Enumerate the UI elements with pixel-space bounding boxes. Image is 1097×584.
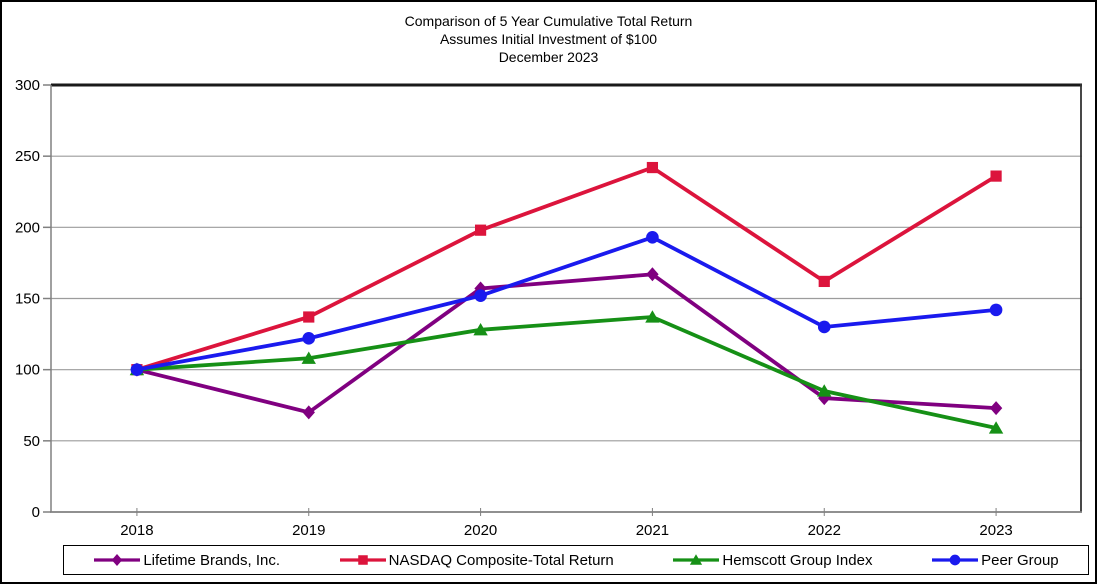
triangle-marker (473, 323, 488, 336)
triangle-marker (645, 310, 660, 323)
y-tick-label-0: 0 (32, 504, 40, 521)
legend-label-nasdaq-composite-total-return: NASDAQ Composite-Total Return (388, 551, 614, 569)
series-lifetime-brands-inc (130, 267, 1003, 420)
legend-item-peer-group: Peer Group (931, 552, 1059, 569)
chart-title-block: Comparison of 5 Year Cumulative Total Re… (2, 12, 1095, 66)
legend-item-nasdaq-composite-total-return: NASDAQ Composite-Total Return (339, 552, 614, 569)
circle-marker (949, 554, 961, 566)
circle-marker (989, 303, 1003, 317)
series-hemscott-group-index (129, 310, 1004, 434)
legend-item-lifetime-brands-inc: Lifetime Brands, Inc. (93, 552, 280, 569)
circle-marker (817, 320, 831, 334)
legend-item-hemscott-group-index: Hemscott Group Index (672, 552, 872, 569)
square-marker (474, 224, 487, 236)
chart-date-line: December 2023 (498, 49, 599, 65)
series-line-lifetime-brands-inc (136, 272, 997, 415)
square-marker (357, 555, 368, 565)
legend-label-peer-group: Peer Group (981, 551, 1059, 569)
circle-marker (302, 332, 316, 345)
triangle-marker (301, 351, 316, 364)
chart-legend: Lifetime Brands, Inc. NASDAQ Composite-To… (63, 545, 1089, 575)
legend-swatch-square (339, 555, 386, 565)
series-line-nasdaq-composite-total-return (136, 165, 998, 372)
chart-subtitle: Assumes Initial Investment of $100 (439, 31, 658, 47)
diamond-marker (112, 554, 123, 566)
y-tick-label-200: 200 (15, 219, 40, 236)
x-tick-label-2019: 2019 (292, 522, 325, 539)
y-tick-label-300: 300 (15, 77, 40, 94)
x-tick-label-2023: 2023 (979, 522, 1012, 539)
y-tick-label-100: 100 (15, 362, 40, 379)
square-marker (303, 311, 315, 323)
triangle-marker (690, 554, 703, 565)
series-line-peer-group (136, 235, 997, 372)
x-tick-label-2020: 2020 (464, 522, 497, 539)
series-nasdaq-composite-total-return (131, 161, 1002, 376)
legend-label-hemscott-group-index: Hemscott Group Index (722, 551, 873, 569)
legend-swatch-circle (932, 554, 979, 566)
x-tick-label-2021: 2021 (636, 522, 669, 539)
square-marker (818, 275, 830, 288)
chart-title: Comparison of 5 Year Cumulative Total Re… (404, 13, 693, 29)
diamond-marker (302, 405, 315, 420)
y-tick-label-250: 250 (15, 148, 40, 165)
diamond-marker (646, 267, 659, 282)
y-tick-label-150: 150 (15, 291, 40, 308)
y-tick-label-50: 50 (23, 433, 40, 450)
triangle-marker (817, 384, 832, 397)
legend-label-lifetime-brands-inc: Lifetime Brands, Inc. (143, 551, 281, 569)
circle-marker (474, 289, 487, 302)
legend-swatch-diamond (94, 554, 141, 566)
circle-marker (646, 230, 659, 244)
series-line-hemscott-group-index (136, 315, 997, 430)
x-tick-label-2022: 2022 (808, 522, 841, 539)
square-marker (646, 161, 659, 174)
diamond-marker (989, 401, 1003, 416)
legend-swatch-triangle (673, 554, 720, 565)
circle-marker (130, 363, 144, 376)
x-tick-label-2018: 2018 (120, 522, 153, 539)
square-marker (990, 170, 1002, 182)
triangle-marker (988, 421, 1004, 434)
series-peer-group (130, 230, 1003, 376)
